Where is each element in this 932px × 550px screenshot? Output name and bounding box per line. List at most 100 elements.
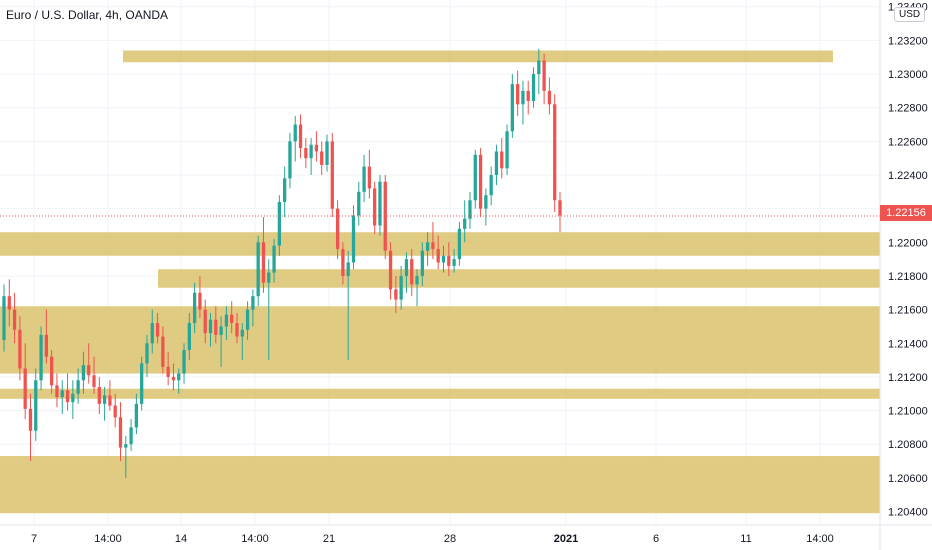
candle-body xyxy=(256,242,260,297)
zone-rect xyxy=(0,456,880,514)
candle-body xyxy=(251,296,255,310)
candle-body xyxy=(198,292,202,310)
candle-body xyxy=(171,376,176,381)
candle-body xyxy=(113,405,117,418)
x-tick-label: 14:00 xyxy=(241,533,269,545)
candle-body xyxy=(410,259,414,285)
y-tick-label: 1.21400 xyxy=(888,338,928,350)
candle-body xyxy=(219,326,223,335)
candle-body xyxy=(388,250,393,290)
candle-body xyxy=(235,323,239,337)
candle-body xyxy=(129,427,133,445)
candle-body xyxy=(346,262,350,276)
candle-body xyxy=(182,350,186,374)
candle-body xyxy=(473,154,477,201)
candle-body xyxy=(330,141,334,209)
candle-body xyxy=(309,144,313,159)
candle-body xyxy=(214,319,218,335)
candle-body xyxy=(71,393,75,403)
candle-body xyxy=(357,191,361,216)
candle-body xyxy=(351,215,356,263)
candle-body xyxy=(484,195,488,209)
candle-body xyxy=(505,131,509,169)
y-tick-label: 1.21200 xyxy=(888,372,928,384)
candle-body xyxy=(468,200,472,219)
candle-body xyxy=(34,380,38,431)
candle-body xyxy=(367,166,372,189)
x-tick-label: 6 xyxy=(653,533,659,545)
candle-body xyxy=(320,151,324,165)
candle-body xyxy=(288,141,292,179)
candle-body xyxy=(18,329,22,369)
x-tick-label: 21 xyxy=(323,533,335,545)
candle-body xyxy=(489,175,493,196)
candle-body xyxy=(102,395,107,404)
candle-body xyxy=(92,375,96,388)
y-tick-label: 1.20800 xyxy=(888,439,928,451)
candle-body xyxy=(420,250,424,276)
candle-body xyxy=(267,272,271,283)
candle-body xyxy=(283,178,287,202)
candle-body xyxy=(187,323,191,350)
candle-body xyxy=(452,259,456,266)
candle-body xyxy=(134,403,139,428)
candle-body xyxy=(441,255,446,263)
candle-body xyxy=(203,309,207,334)
y-tick-label: 1.20400 xyxy=(888,507,928,519)
candle-body xyxy=(431,242,435,250)
candle-body xyxy=(521,90,525,105)
candle-body xyxy=(478,154,483,209)
y-tick-label: 1.22000 xyxy=(888,237,928,249)
candle-body xyxy=(230,314,234,324)
candle-body xyxy=(500,151,504,169)
candle-body xyxy=(28,408,33,431)
y-tick-label: 1.21000 xyxy=(888,406,928,418)
candle-body xyxy=(7,296,11,310)
candle-body xyxy=(192,292,197,324)
candle-body xyxy=(155,323,160,337)
candle-body xyxy=(531,74,536,101)
candle-body xyxy=(378,181,382,226)
candle-body xyxy=(335,208,340,250)
candle-body xyxy=(526,90,530,101)
candle-body xyxy=(166,366,170,377)
candle-body xyxy=(362,166,366,192)
candle-body xyxy=(457,228,462,260)
y-tick-label: 1.22600 xyxy=(888,136,928,148)
candle-body xyxy=(87,365,91,376)
candle-body xyxy=(2,296,6,340)
candle-body xyxy=(39,334,43,381)
candle-body xyxy=(124,444,128,448)
currency-badge[interactable]: USD xyxy=(894,7,926,22)
candle-body xyxy=(298,124,303,149)
x-tick-label: 11 xyxy=(740,533,751,545)
candle-body xyxy=(81,365,86,381)
y-tick-label: 1.21800 xyxy=(888,271,928,283)
x-tick-label: 14 xyxy=(175,533,187,545)
x-tick-label: 14:00 xyxy=(806,533,834,545)
y-tick-label: 1.23000 xyxy=(888,69,928,81)
candle-body xyxy=(208,319,213,334)
candle-body xyxy=(325,141,329,165)
candle-body xyxy=(447,255,451,266)
candle-body xyxy=(537,60,541,75)
zone-rect xyxy=(158,269,880,288)
x-tick-label: 7 xyxy=(31,533,37,545)
candle-body xyxy=(425,242,430,251)
candle-body xyxy=(161,336,165,367)
x-tick-label: 28 xyxy=(444,533,456,545)
candle-body xyxy=(399,275,403,300)
candle-body xyxy=(558,200,562,216)
zone-rect xyxy=(0,306,880,374)
y-tick-label: 1.21600 xyxy=(888,305,928,317)
zone-rect xyxy=(123,50,833,63)
candle-body xyxy=(553,104,557,201)
zone-rect xyxy=(0,232,880,256)
chart-title: Euro / U.S. Dollar, 4h, OANDA xyxy=(6,8,169,22)
y-tick-label: 1.23200 xyxy=(888,35,928,47)
candle-body xyxy=(547,90,552,105)
candle-body xyxy=(515,84,520,105)
candle-body xyxy=(44,334,49,357)
candle-body xyxy=(314,144,319,152)
